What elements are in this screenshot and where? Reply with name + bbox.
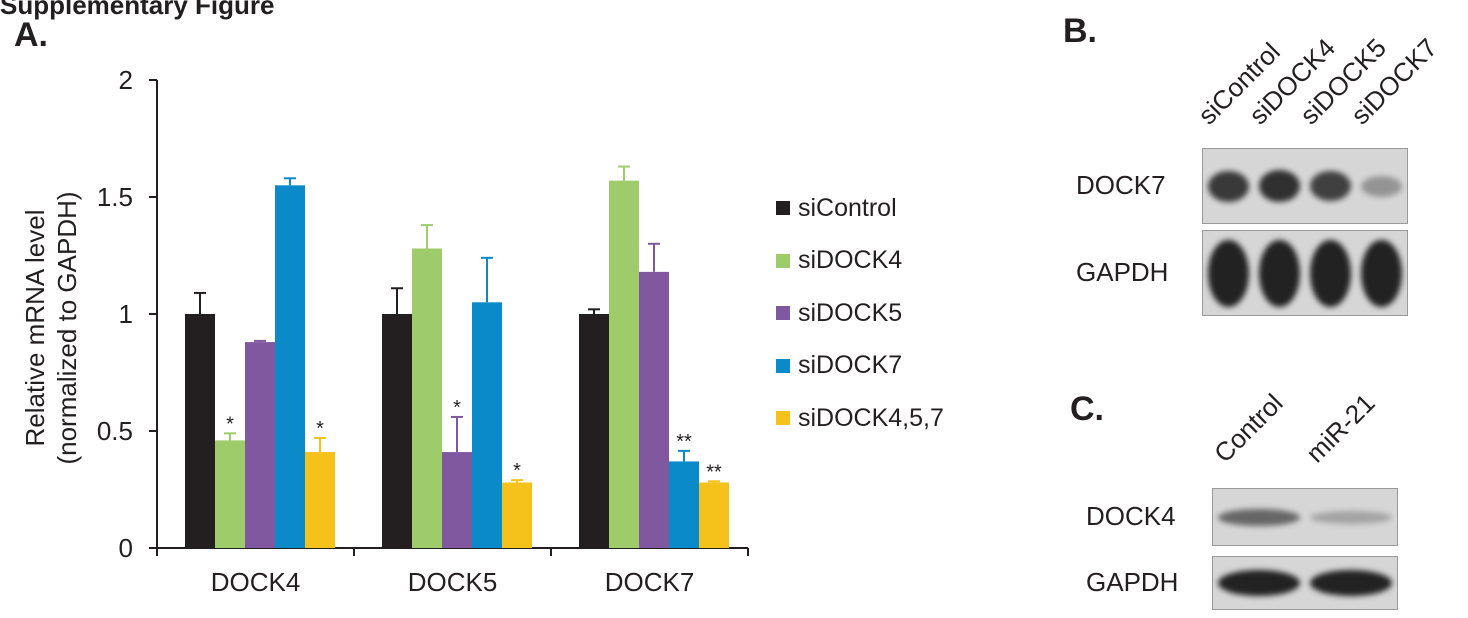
bar (502, 482, 532, 548)
x-tick-label: DOCK7 (605, 567, 695, 597)
legend-swatch (776, 306, 790, 321)
blot-band (1310, 240, 1351, 307)
y-tick-label: 2 (119, 65, 133, 95)
significance-mark: ** (706, 461, 722, 483)
significance-annotations: ****** ** (226, 397, 722, 483)
blot-row-label: GAPDH (1086, 567, 1179, 597)
x-tick-label: DOCK5 (408, 567, 498, 597)
bar (472, 302, 502, 548)
legend-swatch (776, 411, 790, 426)
blot-lane-label: Control (1208, 387, 1289, 469)
blot-band (1218, 570, 1300, 596)
bar (382, 314, 412, 548)
legend-item: siDOCK4,5,7 (776, 392, 944, 445)
significance-mark: ** (676, 431, 692, 453)
bar (412, 248, 442, 549)
bar (639, 271, 669, 548)
blot-band (1218, 509, 1300, 526)
bar (442, 452, 472, 548)
blot-band (1208, 240, 1249, 307)
bar (669, 461, 699, 548)
x-tick-labels: DOCK4 DOCK5 DOCK7 (211, 567, 695, 597)
blot-row-label: DOCK4 (1086, 501, 1176, 531)
y-tick-label: 1 (119, 299, 133, 329)
bar (215, 440, 245, 548)
panel-label-b: B. (1063, 12, 1097, 50)
figure-header: Supplementary Figure (0, 0, 275, 20)
legend-label: siDOCK5 (798, 298, 903, 327)
legend-label: siDOCK4,5,7 (798, 403, 944, 432)
blot-band (1310, 171, 1351, 201)
blot-gel-strip (1202, 148, 1408, 224)
y-tick-label: 0 (119, 533, 133, 563)
blot-band (1259, 240, 1300, 307)
blot-gel-strip (1212, 556, 1398, 610)
chart-legend: siControl siDOCK4 siDOCK5 siDOCK7 siDOCK4,5,… (776, 182, 944, 445)
y-tick-label: 1.5 (97, 182, 133, 212)
blot-band (1259, 170, 1300, 202)
significance-mark: * (453, 397, 461, 419)
blot-row-label: GAPDH (1076, 257, 1169, 287)
significance-mark: * (226, 413, 234, 435)
y-axis-label-line1: Relative mRNA level (20, 210, 50, 447)
blot-band (1310, 570, 1392, 596)
bar-chart: 00.511.52 ****** ** DOCK4 DOCK5 DOCK7 Relat… (20, 65, 749, 597)
legend-item: siDOCK7 (776, 340, 944, 393)
legend-label: siDOCK7 (798, 351, 903, 380)
blot-gel-strip (1212, 488, 1398, 546)
legend-label: siDOCK4 (798, 246, 903, 275)
bar (609, 180, 639, 548)
blot-band (1361, 240, 1402, 307)
significance-mark: * (316, 418, 324, 440)
legend-item: siDOCK5 (776, 287, 944, 340)
blot-band (1208, 171, 1249, 202)
significance-mark: * (513, 460, 521, 482)
blot-row-label: DOCK7 (1076, 170, 1166, 200)
bar (699, 482, 729, 548)
legend-item: siControl (776, 182, 944, 235)
bar (245, 342, 275, 548)
legend-swatch (776, 253, 790, 268)
blot-band (1310, 511, 1392, 524)
legend-swatch (776, 358, 790, 373)
panel-label-a: A. (14, 16, 48, 54)
legend-label: siControl (798, 193, 897, 222)
panel-label-c: C. (1070, 390, 1104, 428)
blot-band (1361, 176, 1402, 197)
y-tick-labels: 0 0.5 1 1.5 2 (97, 65, 133, 563)
bar (185, 314, 215, 548)
x-tick-label: DOCK4 (211, 567, 301, 597)
blot-gel-strip (1202, 230, 1408, 316)
legend-item: siDOCK4 (776, 235, 944, 288)
error-bars (194, 165, 720, 483)
y-tick-label: 0.5 (97, 416, 133, 446)
y-axis-label-line2: (normalized to GAPDH) (52, 191, 82, 464)
bar (579, 314, 609, 548)
bar (305, 452, 335, 548)
bar (275, 185, 305, 549)
blot-lane-label: miR-21 (1300, 387, 1381, 469)
legend-swatch (776, 201, 790, 216)
bars (185, 180, 729, 549)
